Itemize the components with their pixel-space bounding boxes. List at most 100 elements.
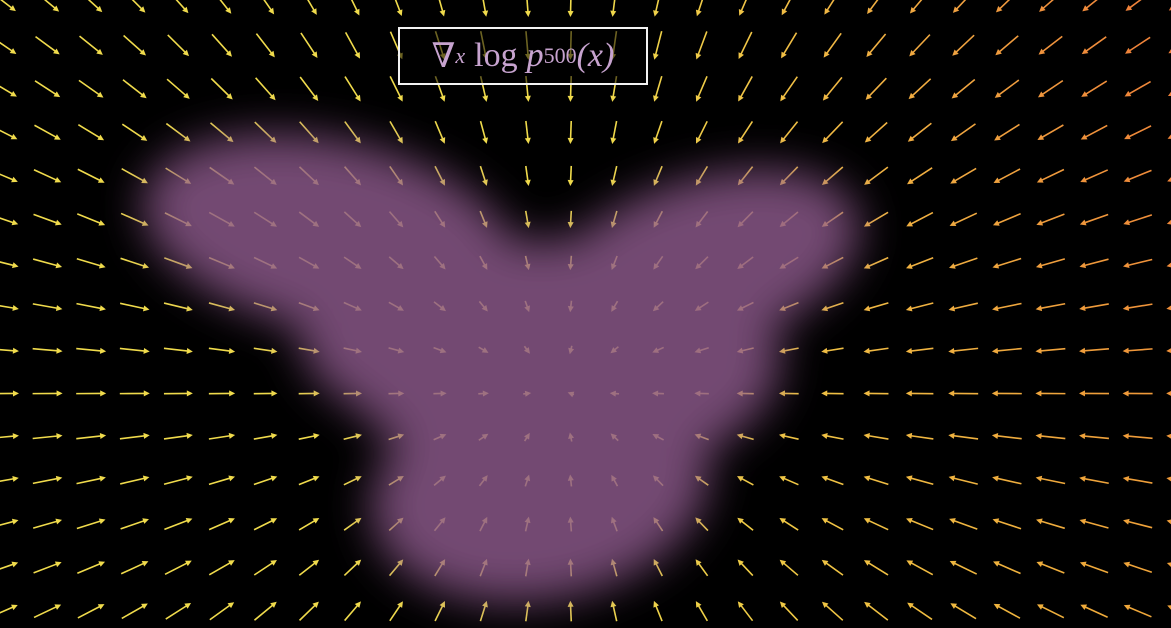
arrow	[32, 518, 63, 529]
arrow	[77, 168, 105, 183]
arrow	[0, 475, 19, 483]
arrow	[1166, 219, 1171, 225]
arrow	[653, 600, 663, 622]
arrow	[33, 169, 62, 183]
arrow	[1079, 390, 1110, 397]
arrow	[780, 121, 799, 144]
arrow	[208, 302, 236, 312]
arrow	[610, 165, 618, 186]
arrow	[343, 517, 362, 531]
arrow	[0, 305, 19, 311]
arrow	[738, 0, 747, 16]
arrow	[219, 0, 232, 14]
arrow	[1125, 36, 1151, 54]
arrow	[253, 347, 278, 354]
arrow	[0, 433, 19, 440]
arrow	[0, 0, 16, 12]
arrow	[863, 347, 889, 354]
arrow	[695, 31, 708, 60]
arrow	[909, 0, 923, 14]
arrow	[736, 433, 754, 441]
arrow	[167, 34, 190, 57]
arrow	[344, 31, 360, 59]
arrow	[1124, 80, 1152, 97]
arrow	[1037, 79, 1064, 98]
arrow	[822, 76, 843, 101]
arrow	[1035, 475, 1066, 485]
arrow	[1082, 0, 1098, 12]
arrow	[1036, 518, 1065, 530]
arrow	[208, 347, 236, 354]
arrow	[389, 121, 403, 144]
arrow	[350, 0, 360, 16]
arrow	[995, 0, 1011, 13]
arrow	[32, 258, 63, 269]
arrow	[298, 475, 320, 486]
arrow	[867, 0, 879, 15]
arrow	[43, 0, 60, 12]
arrow	[123, 34, 146, 56]
arrow	[1079, 561, 1109, 574]
arrow	[253, 601, 277, 621]
arrow	[1036, 561, 1065, 574]
arrow	[119, 432, 150, 440]
arrow	[438, 0, 446, 17]
arrow	[995, 35, 1019, 56]
arrow	[77, 561, 106, 575]
arrow	[344, 76, 361, 102]
arrow	[0, 129, 18, 140]
arrow	[906, 211, 934, 227]
arrow	[653, 558, 664, 577]
arrow	[992, 212, 1021, 226]
arrow	[905, 390, 934, 397]
arrow	[1122, 303, 1153, 311]
arrow	[992, 302, 1022, 312]
arrow	[1122, 476, 1153, 484]
arrow	[610, 0, 617, 17]
arrow	[163, 475, 193, 486]
arrow	[863, 432, 889, 440]
arrow	[907, 122, 932, 142]
arrow	[1081, 36, 1107, 55]
arrow	[253, 475, 278, 486]
arrow	[695, 75, 708, 102]
symbol: p	[526, 37, 544, 74]
arrow	[32, 475, 63, 485]
arrow	[905, 432, 934, 440]
arrow	[307, 0, 317, 15]
arrow	[0, 217, 19, 226]
arrow	[434, 120, 446, 144]
arrow	[1079, 303, 1109, 311]
arrow	[821, 601, 844, 621]
arrow	[1122, 433, 1153, 440]
arrow	[33, 561, 62, 574]
arrow	[120, 475, 150, 485]
density-blob	[143, 134, 860, 603]
arrow	[950, 123, 976, 142]
argument: (x)	[576, 37, 615, 74]
arrow	[737, 517, 754, 531]
arrow	[119, 390, 150, 397]
arrow	[208, 390, 236, 397]
arrow	[991, 390, 1022, 397]
arrow	[253, 433, 278, 440]
arrow	[1079, 475, 1109, 485]
arrow	[35, 35, 60, 55]
arrow	[908, 78, 932, 100]
arrow	[1037, 124, 1064, 141]
arrow	[32, 347, 63, 354]
arrow	[163, 432, 193, 440]
arrow	[1167, 134, 1171, 139]
arrow	[780, 76, 798, 102]
arrow	[344, 601, 361, 622]
arrow	[1123, 169, 1152, 183]
arrow	[164, 517, 193, 531]
arrow	[950, 603, 977, 620]
arrow	[76, 433, 107, 440]
arrow	[119, 302, 150, 312]
arrow	[1079, 433, 1110, 440]
arrow	[863, 518, 889, 531]
arrow	[1081, 80, 1108, 97]
arrow	[951, 78, 976, 99]
